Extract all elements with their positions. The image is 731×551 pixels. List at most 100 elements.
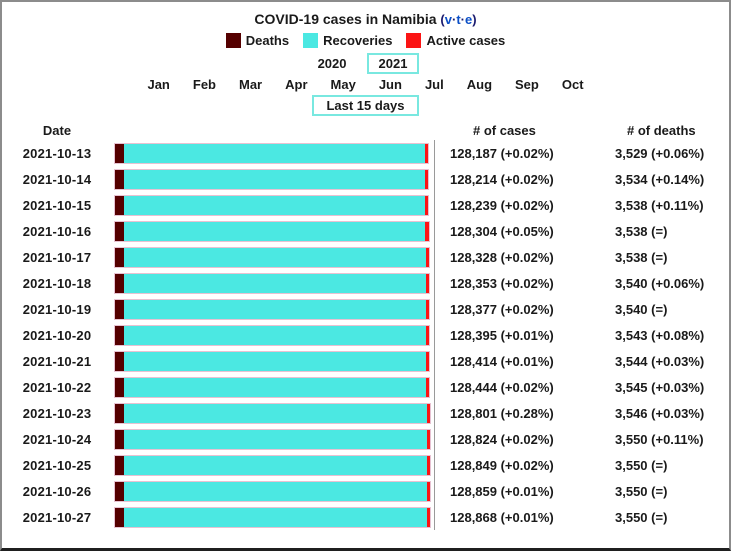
month-tab-may[interactable]: May	[330, 77, 356, 92]
row-bar-track	[112, 270, 435, 296]
row-date: 2021-10-14	[22, 171, 92, 187]
row-date: 2021-10-27	[22, 509, 92, 525]
bar-segment-active	[425, 377, 429, 397]
table-row: 2021-10-16 128,304 (+0.05%) 3,538 (=)	[2, 218, 729, 244]
month-tab-jan[interactable]: Jan	[147, 77, 170, 92]
stacked-bar	[114, 350, 430, 372]
row-date: 2021-10-19	[22, 301, 92, 317]
legend-label-recoveries: Recoveries	[323, 33, 393, 48]
bar-segment-recoveries	[123, 299, 426, 319]
month-tab-mar[interactable]: Mar	[239, 77, 263, 92]
row-date: 2021-10-22	[22, 379, 92, 395]
year-tab-2021[interactable]: 2021	[366, 53, 420, 74]
bar-segment-active	[426, 429, 430, 449]
bar-segment-deaths	[115, 247, 124, 267]
vte-talk-link[interactable]: t	[456, 12, 461, 27]
row-date: 2021-10-23	[22, 405, 92, 421]
chart-rows: 2021-10-13 128,187 (+0.02%) 3,529 (+0.06…	[2, 140, 729, 530]
vte-view-link[interactable]: v	[444, 12, 452, 27]
bar-segment-active	[425, 325, 429, 345]
row-date: 2021-10-25	[22, 457, 92, 473]
table-row: 2021-10-18 128,353 (+0.02%) 3,540 (+0.06…	[2, 270, 729, 296]
stacked-bar	[114, 272, 430, 294]
table-row: 2021-10-24 128,824 (+0.02%) 3,550 (+0.11…	[2, 426, 729, 452]
bar-segment-deaths	[115, 273, 124, 293]
stacked-bar	[114, 324, 430, 346]
month-tab-oct[interactable]: Oct	[561, 77, 584, 92]
bar-segment-recoveries	[123, 507, 427, 527]
month-tab-jun[interactable]: Jun	[378, 77, 402, 92]
row-deaths-value: 3,545 (+0.03%)	[615, 379, 705, 395]
vte-links: (v·t·e)	[440, 12, 476, 27]
stacked-bar	[114, 246, 430, 268]
deaths-swatch-icon	[225, 33, 241, 48]
bar-segment-active	[425, 247, 429, 267]
table-row: 2021-10-17 128,328 (+0.02%) 3,538 (=)	[2, 244, 729, 270]
row-cases-value: 128,414 (+0.01%)	[450, 353, 554, 369]
bar-segment-deaths	[115, 195, 124, 215]
bar-segment-recoveries	[123, 247, 426, 267]
month-tab-jul[interactable]: Jul	[424, 77, 444, 92]
vte-edit-link[interactable]: e	[465, 12, 473, 27]
bar-segment-active	[425, 351, 429, 371]
month-tab-sep[interactable]: Sep	[515, 77, 539, 92]
row-bar-track	[112, 192, 435, 218]
header-deaths: # of deaths	[627, 123, 696, 138]
row-cases-value: 128,353 (+0.02%)	[450, 275, 554, 291]
row-cases-value: 128,849 (+0.02%)	[450, 457, 554, 473]
month-tab-apr[interactable]: Apr	[285, 77, 308, 92]
stacked-bar	[114, 454, 431, 476]
table-row: 2021-10-25 128,849 (+0.02%) 3,550 (=)	[2, 452, 729, 478]
row-deaths-value: 3,538 (=)	[615, 223, 668, 239]
row-date: 2021-10-17	[22, 249, 92, 265]
bar-segment-deaths	[115, 481, 124, 501]
table-row: 2021-10-23 128,801 (+0.28%) 3,546 (+0.03…	[2, 400, 729, 426]
bar-segment-active	[425, 169, 429, 189]
row-bar-track	[112, 426, 435, 452]
row-bar-track	[112, 374, 435, 400]
vte-open-paren: (	[440, 12, 445, 27]
row-deaths-value: 3,538 (+0.11%)	[615, 197, 704, 213]
stacked-bar	[114, 402, 431, 424]
table-row: 2021-10-14 128,214 (+0.02%) 3,534 (+0.14…	[2, 166, 729, 192]
row-deaths-value: 3,529 (+0.06%)	[615, 145, 705, 161]
legend-item-active: Active cases	[406, 33, 505, 48]
bar-segment-deaths	[115, 221, 124, 241]
row-deaths-value: 3,550 (=)	[615, 483, 668, 499]
row-cases-value: 128,395 (+0.01%)	[450, 327, 554, 343]
bar-segment-recoveries	[123, 273, 426, 293]
legend: Deaths Recoveries Active cases	[2, 33, 729, 48]
table-row: 2021-10-19 128,377 (+0.02%) 3,540 (=)	[2, 296, 729, 322]
row-cases-value: 128,187 (+0.02%)	[450, 145, 554, 161]
row-cases-value: 128,859 (+0.01%)	[450, 483, 554, 499]
month-tab-aug[interactable]: Aug	[466, 77, 493, 92]
row-bar-track	[112, 166, 435, 192]
row-cases-value: 128,239 (+0.02%)	[450, 197, 554, 213]
bar-segment-deaths	[115, 377, 124, 397]
row-deaths-value: 3,546 (+0.03%)	[615, 405, 705, 421]
bar-segment-recoveries	[123, 169, 426, 189]
bar-segment-recoveries	[123, 455, 427, 475]
bar-segment-deaths	[115, 299, 124, 319]
row-cases-value: 128,377 (+0.02%)	[450, 301, 554, 317]
year-tab-2020[interactable]: 2020	[317, 56, 347, 71]
row-cases-value: 128,214 (+0.02%)	[450, 171, 554, 187]
bar-segment-recoveries	[123, 403, 427, 423]
row-deaths-value: 3,540 (+0.06%)	[615, 275, 705, 291]
bar-segment-active	[426, 481, 430, 501]
month-tab-feb[interactable]: Feb	[192, 77, 216, 92]
last-15-days-button[interactable]: Last 15 days	[312, 95, 419, 116]
legend-item-deaths: Deaths	[225, 33, 289, 48]
header-cases: # of cases	[473, 123, 536, 138]
row-date: 2021-10-20	[22, 327, 92, 343]
bar-segment-recoveries	[123, 221, 426, 241]
bar-segment-active	[425, 195, 429, 215]
row-cases-value: 128,444 (+0.02%)	[450, 379, 554, 395]
row-date: 2021-10-13	[22, 145, 92, 161]
table-row: 2021-10-22 128,444 (+0.02%) 3,545 (+0.03…	[2, 374, 729, 400]
bar-segment-deaths	[115, 507, 124, 527]
row-cases-value: 128,328 (+0.02%)	[450, 249, 554, 265]
bar-segment-active	[425, 143, 429, 163]
header-date: Date	[42, 123, 72, 138]
